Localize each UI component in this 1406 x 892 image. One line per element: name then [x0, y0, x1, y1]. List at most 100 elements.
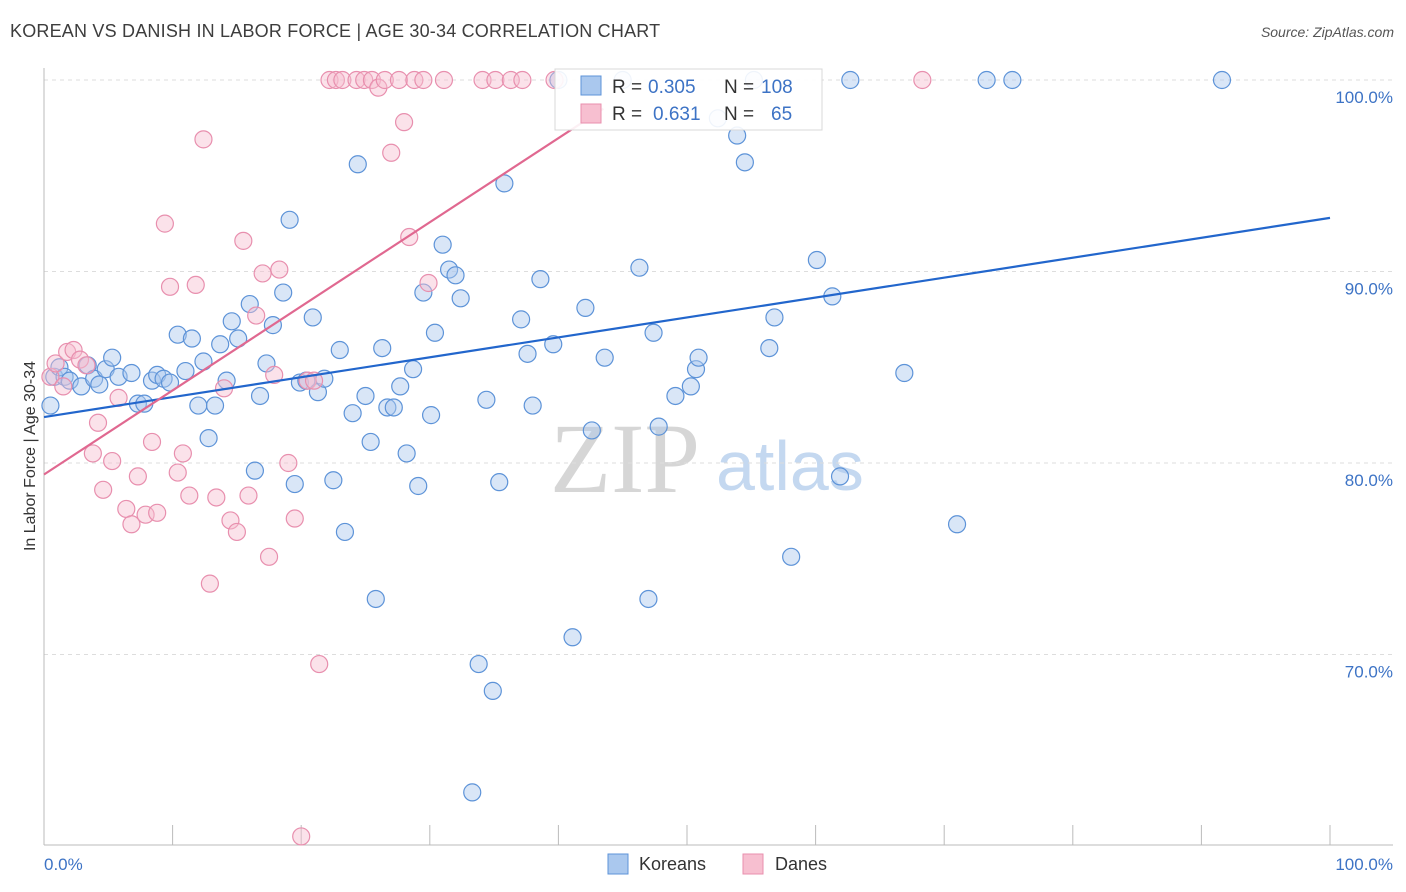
korean-point-81 [639, 589, 658, 609]
stats-koreans-r-label: R = [612, 77, 642, 98]
korean-point-48 [356, 386, 375, 406]
dane-point-17 [148, 503, 167, 522]
dane-point-21 [173, 444, 192, 463]
x-tick-label-min: 0.0% [44, 855, 83, 874]
source-label: Source: ZipAtlas.com [1260, 24, 1394, 40]
legend-danes-swatch [742, 853, 764, 875]
dane-point-6 [77, 356, 96, 375]
dane-point-8 [88, 413, 108, 432]
stats-koreans-n-label: N = [724, 77, 754, 98]
korean-point-100 [947, 515, 967, 534]
korean-point-28 [222, 312, 241, 331]
korean-point-79 [595, 348, 614, 367]
dane-point-24 [194, 130, 213, 149]
dane-point-22 [180, 486, 199, 505]
korean-point-26 [211, 335, 230, 354]
dane-point-15 [136, 505, 155, 524]
dane-point-34 [259, 547, 279, 566]
korean-point-49 [361, 432, 380, 452]
korean-point-54 [391, 377, 410, 396]
stats-danes-swatch [580, 103, 602, 124]
trendlines [43, 107, 1331, 476]
korean-point-58 [414, 283, 433, 302]
dane-point-35 [265, 365, 284, 385]
dane-point-45 [333, 70, 352, 90]
dane-point-64 [913, 70, 932, 90]
korean-point-95 [807, 250, 826, 270]
dane-point-0 [41, 367, 60, 386]
dane-point-62 [513, 70, 532, 90]
dane-point-57 [419, 273, 438, 293]
korean-point-97 [830, 467, 850, 486]
korean-point-53 [384, 398, 403, 417]
dane-point-18 [155, 214, 174, 233]
korean-point-68 [483, 681, 502, 700]
korean-point-19 [168, 325, 187, 344]
y-tick-label-70: 70.0% [1345, 663, 1393, 682]
korean-point-21 [182, 329, 201, 348]
series-danes-points [41, 70, 932, 846]
korean-point-80 [630, 258, 649, 277]
korean-point-51 [373, 339, 392, 358]
korean-point-31 [245, 461, 265, 480]
korean-point-43 [324, 471, 343, 490]
dane-trendline [43, 107, 605, 476]
stats-koreans-r-value: 0.305 [648, 77, 696, 98]
dane-point-29 [227, 522, 246, 542]
korean-point-36 [280, 210, 299, 229]
korean-point-15 [142, 371, 162, 390]
dane-point-39 [292, 827, 311, 846]
stats-danes-r-value: 0.631 [653, 104, 701, 125]
stats-danes-n-value: 65 [771, 104, 792, 125]
watermark: ZIP atlas [550, 403, 864, 514]
korean-point-71 [512, 310, 531, 329]
korean-point-64 [451, 289, 470, 308]
y-tick-label-90: 90.0% [1345, 280, 1393, 299]
korean-point-59 [421, 406, 441, 425]
series-koreans-points [41, 70, 1232, 802]
dane-point-19 [160, 277, 180, 296]
dane-point-53 [394, 113, 414, 132]
korean-point-22 [189, 396, 208, 415]
korean-point-32 [250, 386, 270, 406]
dane-point-43 [320, 70, 339, 90]
korean-point-77 [576, 298, 595, 317]
stats-koreans-n-value: 108 [761, 77, 793, 98]
korean-point-98 [841, 70, 860, 90]
dane-point-12 [117, 499, 136, 519]
dane-point-7 [83, 444, 102, 463]
korean-point-12 [122, 363, 141, 383]
dane-point-13 [122, 515, 141, 534]
korean-point-37 [285, 474, 304, 494]
dane-point-52 [389, 70, 409, 90]
korean-point-8 [90, 375, 109, 394]
korean-point-56 [403, 360, 423, 379]
y-tick-label-100: 100.0% [1335, 88, 1393, 107]
dane-point-23 [186, 275, 205, 295]
korean-point-101 [977, 70, 996, 90]
stats-koreans-swatch [580, 75, 602, 96]
korean-point-99 [895, 363, 914, 383]
y-tick-label-80: 80.0% [1345, 471, 1393, 490]
dane-point-58 [434, 70, 454, 90]
dane-point-60 [486, 70, 505, 90]
korean-point-35 [274, 283, 293, 302]
x-axis-ticks [43, 825, 1331, 845]
dane-point-28 [221, 511, 240, 530]
dane-point-44 [326, 70, 346, 90]
korean-point-50 [366, 589, 385, 609]
korean-point-85 [681, 377, 700, 396]
korean-point-70 [495, 174, 514, 193]
korean-point-76 [563, 628, 582, 647]
dane-point-32 [247, 306, 266, 325]
korean-point-0 [41, 396, 60, 415]
dane-point-25 [200, 574, 219, 593]
korean-point-46 [343, 404, 362, 423]
stats-box: R = 0.305 N = 108 R = 0.631 N = 65 [554, 68, 823, 131]
dane-point-38 [285, 509, 304, 528]
korean-point-24 [199, 429, 218, 448]
korean-point-102 [1003, 70, 1022, 90]
dane-point-51 [382, 143, 401, 162]
dane-point-14 [128, 467, 147, 486]
